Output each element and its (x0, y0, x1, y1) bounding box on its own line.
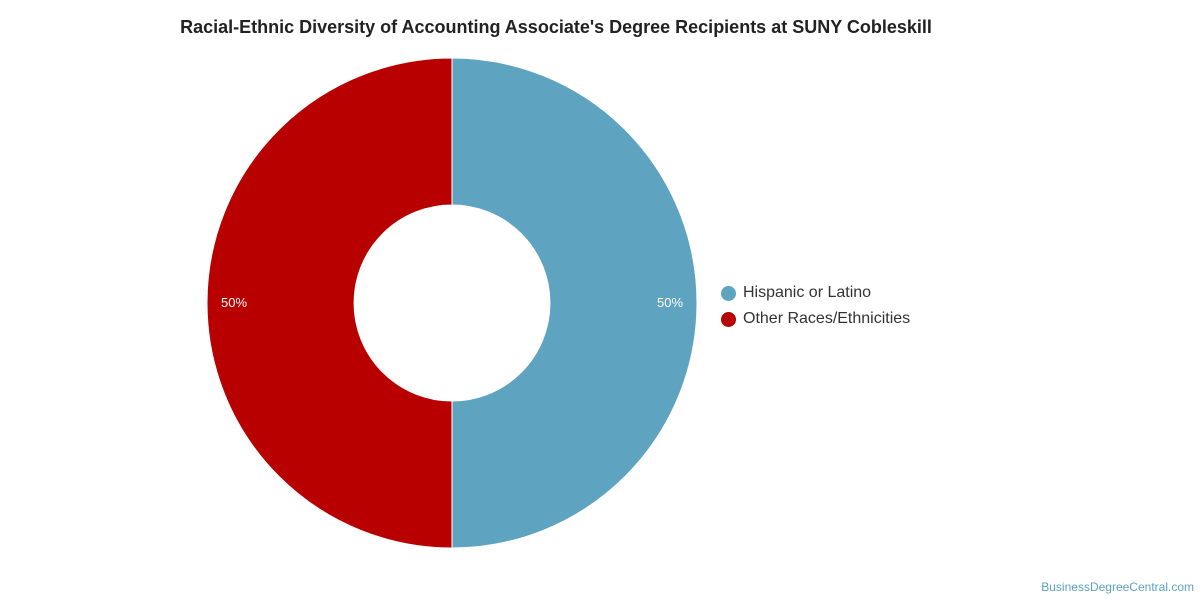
chart-title: Racial-Ethnic Diversity of Accounting As… (180, 17, 932, 37)
chart-legend: Hispanic or Latino Other Races/Ethniciti… (721, 280, 910, 332)
watermark: BusinessDegreeCentral.com (1041, 580, 1194, 594)
legend-swatch-icon (721, 285, 736, 301)
legend-item-other-races-ethnicities[interactable]: Other Races/Ethnicities (721, 306, 910, 332)
legend-swatch-icon (721, 311, 736, 327)
legend-label: Hispanic or Latino (743, 284, 872, 301)
legend-label: Other Races/Ethnicities (743, 310, 911, 327)
slice-data-label: 50% (657, 295, 683, 310)
slice-data-label: 50% (221, 295, 247, 310)
donut-slice-2[interactable] (206, 57, 453, 549)
donut-slice-1[interactable] (451, 57, 698, 549)
legend-item-hispanic-or-latino[interactable]: Hispanic or Latino (721, 280, 910, 306)
